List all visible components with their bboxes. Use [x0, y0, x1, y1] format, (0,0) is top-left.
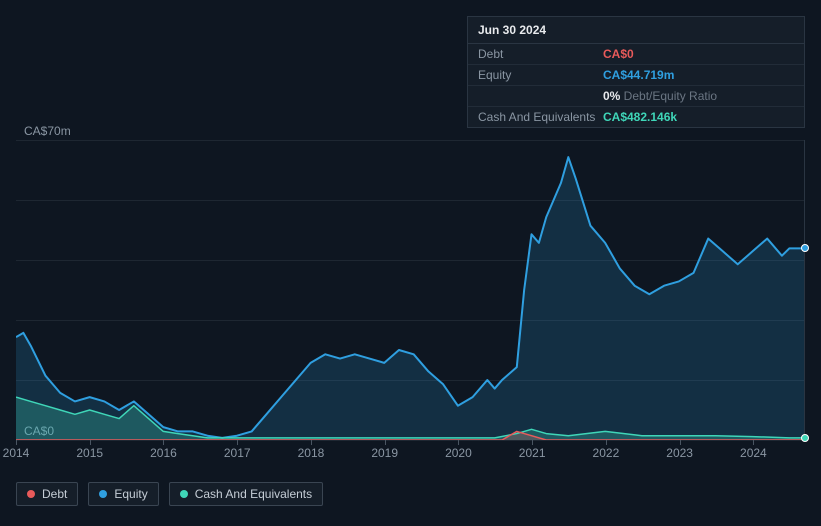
x-label: 2022 — [593, 446, 620, 460]
y-axis-top-label: CA$70m — [24, 124, 71, 138]
x-tick — [680, 440, 681, 445]
tooltip-row: DebtCA$0 — [468, 44, 804, 65]
x-tick — [16, 440, 17, 445]
tooltip-label: Equity — [478, 68, 603, 82]
x-label: 2016 — [150, 446, 177, 460]
x-tick — [311, 440, 312, 445]
x-label: 2017 — [224, 446, 251, 460]
legend: Debt Equity Cash And Equivalents — [16, 482, 323, 506]
legend-label: Debt — [42, 487, 67, 501]
x-label: 2018 — [298, 446, 325, 460]
x-label: 2024 — [740, 446, 767, 460]
tooltip-row: 0% Debt/Equity Ratio — [468, 86, 804, 107]
x-label: 2023 — [666, 446, 693, 460]
equity-end-marker — [801, 244, 809, 252]
legend-dot — [27, 490, 35, 498]
tooltip-row: Cash And EquivalentsCA$482.146k — [468, 107, 804, 127]
x-label: 2014 — [3, 446, 30, 460]
tooltip-date: Jun 30 2024 — [468, 17, 804, 44]
gridline — [16, 440, 804, 441]
legend-label: Cash And Equivalents — [195, 487, 312, 501]
tooltip-value: CA$0 — [603, 47, 634, 61]
tooltip-label: Debt — [478, 47, 603, 61]
x-tick — [237, 440, 238, 445]
x-tick — [532, 440, 533, 445]
x-axis-labels: 2014201520162017201820192020202120222023… — [16, 446, 805, 466]
tooltip-row: EquityCA$44.719m — [468, 65, 804, 86]
x-label: 2019 — [371, 446, 398, 460]
data-tooltip: Jun 30 2024 DebtCA$0EquityCA$44.719m0% D… — [467, 16, 805, 128]
tooltip-label — [478, 89, 603, 103]
x-tick — [753, 440, 754, 445]
equity-area — [16, 157, 804, 440]
area-chart-svg — [16, 140, 804, 440]
legend-item-debt[interactable]: Debt — [16, 482, 78, 506]
x-tick — [90, 440, 91, 445]
tooltip-value: CA$44.719m — [603, 68, 674, 82]
tooltip-label: Cash And Equivalents — [478, 110, 603, 124]
legend-dot — [99, 490, 107, 498]
x-label: 2020 — [445, 446, 472, 460]
x-tick — [163, 440, 164, 445]
tooltip-value: CA$482.146k — [603, 110, 677, 124]
chart-area — [16, 140, 805, 440]
x-tick — [458, 440, 459, 445]
cash-end-marker — [801, 434, 809, 442]
x-tick — [385, 440, 386, 445]
tooltip-value: 0% Debt/Equity Ratio — [603, 89, 717, 103]
x-label: 2015 — [76, 446, 103, 460]
x-tick — [606, 440, 607, 445]
legend-dot — [180, 490, 188, 498]
legend-item-cash-and-equivalents[interactable]: Cash And Equivalents — [169, 482, 323, 506]
x-label: 2021 — [519, 446, 546, 460]
legend-item-equity[interactable]: Equity — [88, 482, 158, 506]
legend-label: Equity — [114, 487, 147, 501]
